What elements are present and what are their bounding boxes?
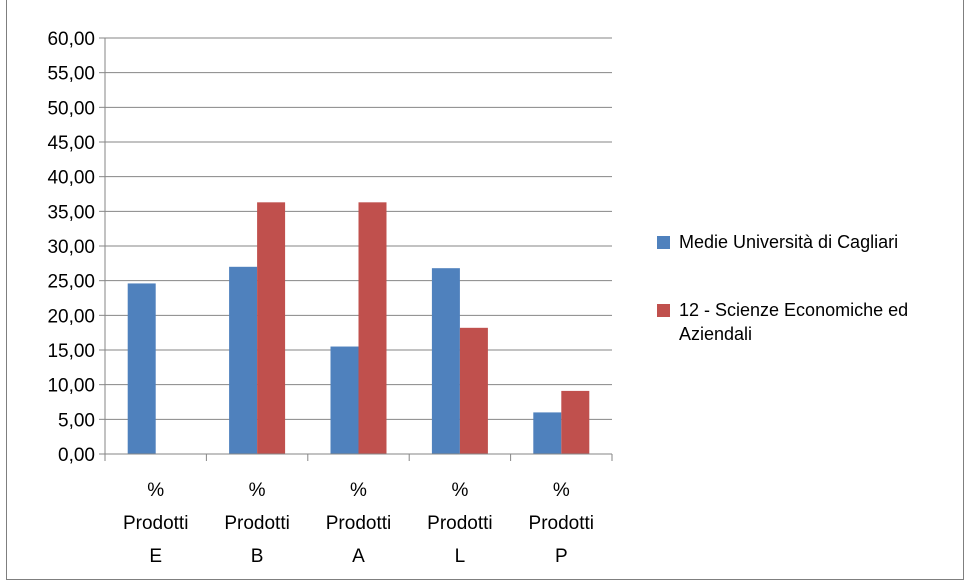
x-category-label: L xyxy=(455,546,466,567)
bar-series-0 xyxy=(533,412,562,454)
x-category-label: Prodotti xyxy=(224,513,289,534)
y-tick-label: 0,00 xyxy=(58,445,95,466)
y-tick-label: 60,00 xyxy=(47,29,95,50)
legend-item-series-1: 12 - Scienze Economiche ed Aziendali xyxy=(657,298,965,346)
x-category-label: P xyxy=(555,546,568,567)
y-tick-label: 55,00 xyxy=(47,64,95,85)
x-category-label: Prodotti xyxy=(123,513,188,534)
y-tick-label: 25,00 xyxy=(47,272,95,293)
y-tick-label: 45,00 xyxy=(47,133,95,154)
y-tick-label: 20,00 xyxy=(47,306,95,327)
x-category-label: Prodotti xyxy=(326,513,391,534)
bar-series-1 xyxy=(358,202,387,454)
chart-frame: 0,00 5,00 10,00 15,00 20,00 25,00 30,00 35,00 40… xyxy=(6,0,964,580)
y-tick-label: 10,00 xyxy=(47,376,95,397)
bar-series-0 xyxy=(229,266,258,454)
bar-series-1 xyxy=(561,390,590,454)
x-category-label: % xyxy=(147,480,164,501)
bar-series-0 xyxy=(431,268,460,454)
y-tick-label: 40,00 xyxy=(47,168,95,189)
bar-series-0 xyxy=(330,346,359,454)
x-category-label: B xyxy=(251,546,264,567)
legend: Medie Università di Cagliari 12 - Scienz… xyxy=(657,230,965,390)
x-category-label: E xyxy=(149,546,162,567)
legend-item-series-0: Medie Università di Cagliari xyxy=(657,230,965,254)
x-category-label: Prodotti xyxy=(529,513,594,534)
x-category-label: % xyxy=(350,480,367,501)
x-category-label: A xyxy=(352,546,365,567)
legend-swatch-series-1 xyxy=(657,304,670,317)
legend-label-series-1: 12 - Scienze Economiche ed Aziendali xyxy=(679,300,909,344)
legend-label-series-0: Medie Università di Cagliari xyxy=(679,232,899,252)
y-tick-label: 35,00 xyxy=(47,202,95,223)
y-tick-label: 15,00 xyxy=(47,341,95,362)
y-tick-label: 5,00 xyxy=(58,410,95,431)
legend-swatch-series-0 xyxy=(657,236,670,249)
bar-series-1 xyxy=(257,202,286,454)
x-category-label: Prodotti xyxy=(427,513,492,534)
y-tick-label: 30,00 xyxy=(47,237,95,258)
bar-series-1 xyxy=(459,327,488,454)
y-tick-label: 50,00 xyxy=(47,98,95,119)
bar-series-0 xyxy=(127,283,156,454)
x-category-label: % xyxy=(553,480,570,501)
bar-chart: 0,00 5,00 10,00 15,00 20,00 25,00 30,00 35,00 40… xyxy=(47,29,613,567)
x-category-label: % xyxy=(451,480,468,501)
x-category-label: % xyxy=(249,480,266,501)
